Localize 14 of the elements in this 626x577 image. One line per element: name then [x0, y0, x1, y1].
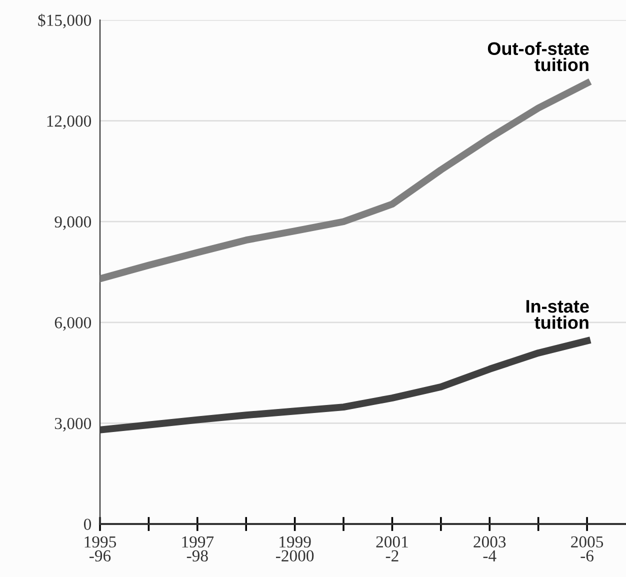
- x-tick-label: 2005 -6: [571, 536, 604, 562]
- y-tick-label: 12,000: [47, 116, 92, 130]
- x-tick-label: 1997 -98: [182, 536, 214, 562]
- series-label: In-state tuition: [526, 300, 589, 329]
- series-label: Out-of-state tuition: [488, 42, 589, 72]
- x-tick-label: 1999 -2000: [276, 536, 314, 562]
- x-tick-label: 2003 -4: [474, 536, 506, 562]
- x-tick-label: 2001 -2: [376, 536, 408, 562]
- y-tick-label: $15,000: [38, 14, 92, 28]
- y-tick-label: 9,000: [54, 216, 92, 230]
- y-tick-label: 3,000: [54, 418, 92, 432]
- x-tick-label: 1995 -96: [84, 536, 116, 562]
- y-tick-label: 6,000: [54, 317, 92, 331]
- y-tick-label: 0: [84, 518, 92, 530]
